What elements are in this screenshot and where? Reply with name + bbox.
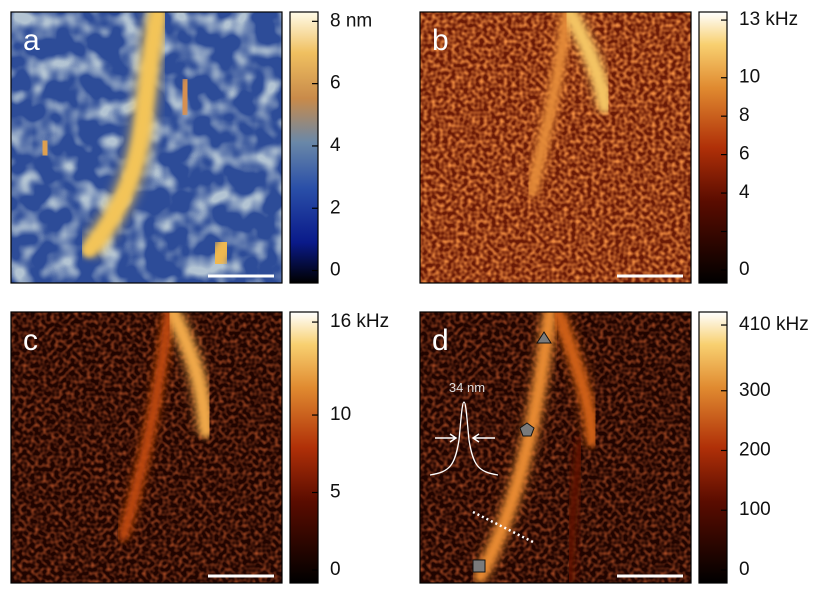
colorbar-tick-label: 10 (330, 404, 351, 425)
strand (119, 312, 173, 541)
panel-label: d (432, 324, 449, 357)
strand (36, 135, 54, 161)
image-border (10, 311, 283, 584)
image-border (419, 311, 692, 584)
square-marker (472, 559, 486, 573)
strand (553, 312, 597, 447)
colorbar-tick-label: 300 (739, 380, 771, 401)
image-panel (420, 12, 691, 283)
colorbar-tick-label: 5 (330, 482, 341, 503)
colorbar-tick-label: 13 kHz (739, 9, 798, 30)
colorbar-tick-label: 0 (739, 559, 750, 580)
colorbar-tick-label: 4 (330, 135, 341, 156)
profile-curve (429, 401, 499, 476)
strand (567, 439, 583, 583)
pentagon-marker (519, 422, 535, 437)
strand (527, 12, 572, 197)
colorbar-tick-label: 8 (739, 105, 750, 126)
colorbar-tick-label: 2 (330, 197, 341, 218)
image-border (419, 11, 692, 284)
colorbar (289, 11, 319, 284)
colorbar (698, 11, 728, 284)
strand (208, 236, 234, 270)
image-panel (11, 12, 282, 283)
colorbar-tick-label: 6 (739, 144, 750, 165)
colorbar-tick-label: 0 (330, 260, 341, 281)
strand (81, 12, 166, 258)
colorbar-tick-label: 410 kHz (739, 314, 809, 335)
colorbar-tick-label: 0 (330, 559, 341, 580)
colorbar-tick-label: 8 nm (330, 10, 372, 31)
strand (564, 12, 611, 113)
strand (177, 76, 193, 118)
annotations: 34 nm (429, 331, 552, 573)
panel-label: c (23, 324, 38, 357)
arrow-left (435, 433, 458, 443)
colorbar-tick-label: 16 kHz (330, 311, 389, 332)
panel-label: b (432, 24, 449, 57)
colorbar-tick-label: 200 (739, 440, 771, 461)
colorbar (698, 311, 728, 584)
strand (167, 312, 212, 438)
strand (474, 312, 556, 583)
image-panel (11, 312, 282, 583)
profile-line (472, 510, 536, 545)
panel-label: a (23, 24, 40, 57)
noise (420, 312, 691, 583)
image-border (10, 11, 283, 284)
arrow-right (471, 433, 495, 443)
image-panel (420, 312, 691, 583)
colorbar-tick-label: 0 (739, 259, 750, 280)
triangle-marker (536, 331, 552, 344)
colorbar-tick-label: 6 (330, 73, 341, 94)
colorbar (289, 311, 319, 584)
colorbar-tick-label: 4 (739, 182, 750, 203)
colorbar-tick-label: 100 (739, 499, 771, 520)
colorbar-tick-label: 10 (739, 67, 760, 88)
profile-width-label: 34 nm (449, 380, 485, 395)
